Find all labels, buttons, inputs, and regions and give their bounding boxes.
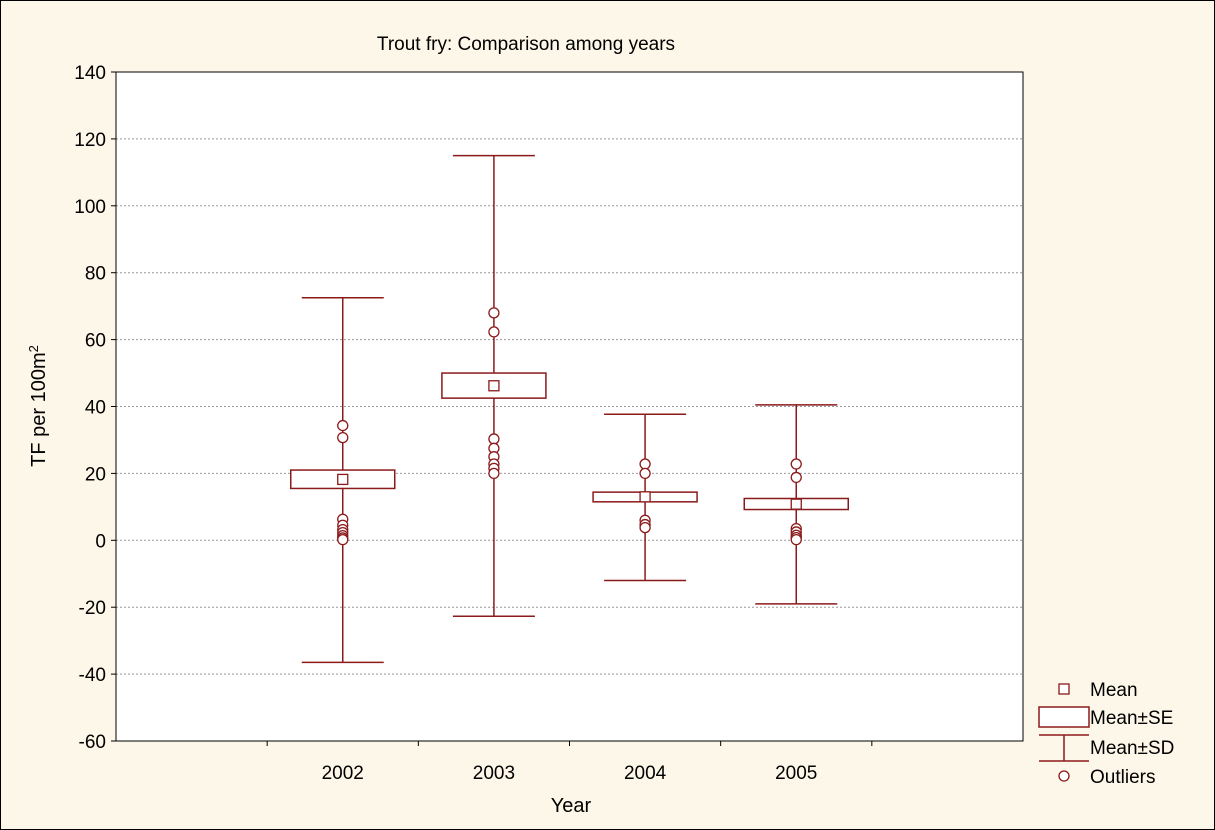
y-tick-label: 80 [85, 264, 106, 285]
legend-label-se: Mean±SE [1090, 708, 1173, 729]
y-tick-label: -60 [79, 732, 106, 753]
y-tick-label: -40 [79, 665, 106, 686]
legend-label-mean: Mean [1090, 680, 1138, 701]
outlier-point [488, 307, 500, 319]
outlier-point [488, 326, 500, 338]
box-group-2004 [592, 413, 698, 582]
outlier-point [639, 521, 651, 534]
legend-se-symbol [1038, 706, 1090, 728]
box-group-2003 [441, 154, 547, 617]
outlier-point [790, 533, 802, 546]
mean-marker [337, 473, 349, 486]
outlier-point [790, 471, 802, 484]
x-axis-ticks: 2002 2003 2004 2005 [322, 763, 818, 784]
y-axis-ticks: -60 -40 -20 0 20 40 60 80 100 120 140 [74, 63, 116, 753]
outlier-point [639, 467, 651, 480]
y-tick-label: 140 [74, 63, 106, 84]
x-tick-label: 2004 [624, 763, 667, 784]
y-tick-label: -20 [79, 598, 106, 619]
legend-label-sd: Mean±SD [1090, 738, 1174, 759]
y-tick-label: 20 [85, 464, 106, 485]
x-tick-label: 2003 [473, 763, 515, 784]
x-axis-dividers [266, 741, 873, 746]
y-axis-label-superscript: 2 [26, 345, 41, 352]
outlier-point [488, 467, 500, 480]
y-tick-label: 60 [85, 331, 106, 352]
outlier-point [790, 458, 802, 470]
outlier-point [639, 458, 651, 470]
x-tick-label: 2005 [775, 763, 817, 784]
outlier-point [337, 431, 349, 444]
outlier-point [488, 433, 500, 445]
y-tick-label: 40 [85, 398, 106, 419]
mean-marker [488, 380, 500, 392]
legend-outlier-symbol [1058, 770, 1070, 782]
y-tick-label: 120 [74, 130, 106, 151]
outlier-point [337, 533, 349, 546]
outlier-point [337, 419, 349, 432]
mean-marker [790, 498, 802, 510]
y-axis-label-main: TF per 100m [28, 352, 50, 466]
mean-marker [639, 491, 651, 503]
y-tick-label: 0 [95, 531, 106, 552]
y-axis-label: TF per 100m2 [26, 345, 51, 467]
legend: Mean Mean±SE Mean±SD Outliers [1038, 680, 1174, 788]
gridlines [116, 138, 1023, 675]
x-axis-label: Year [551, 795, 592, 817]
chart-title: Trout fry: Comparison among years [377, 34, 675, 55]
box-group-2005 [743, 404, 849, 605]
box-series [290, 154, 849, 664]
legend-mean-symbol [1058, 683, 1070, 695]
x-tick-label: 2002 [322, 763, 364, 784]
y-tick-label: 100 [74, 197, 106, 218]
box-group-2002 [290, 297, 396, 664]
legend-label-outliers: Outliers [1090, 767, 1155, 788]
